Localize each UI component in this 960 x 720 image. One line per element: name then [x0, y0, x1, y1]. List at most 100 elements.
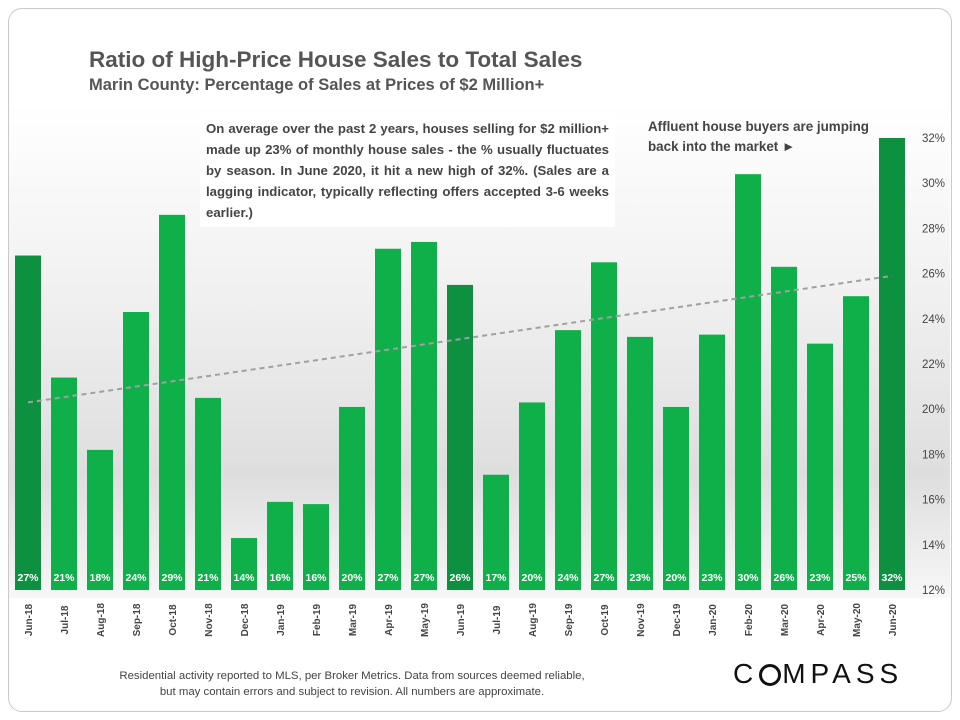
y-tick-32pct: 32% [922, 133, 945, 145]
x-axis: Jun-18 Jul-18 Aug-18 Sep-18 Oct-18 Nov-18 Dec-… [24, 603, 899, 637]
bar-Oct-19 [591, 262, 617, 590]
x-tick-May-20: May-20 [852, 603, 863, 637]
logo-ring-mark [759, 664, 782, 686]
data-label-Oct-19: 27% [593, 572, 615, 584]
bar-Jul-18 [51, 377, 77, 590]
data-label-Nov-19: 23% [629, 572, 651, 584]
x-tick-Jan-20: Jan-20 [708, 604, 719, 636]
footer-disclaimer: Residential activity reported to MLS, pe… [62, 668, 642, 700]
bar-Sep-18 [123, 312, 149, 590]
data-label-Jun-20: 32% [881, 572, 903, 584]
data-label-Oct-18: 29% [161, 572, 183, 584]
compass-logo: C MPASS [733, 658, 904, 689]
bar-Apr-20 [807, 343, 833, 590]
bar-Feb-20 [735, 174, 761, 590]
x-tick-Jul-18: Jul-18 [60, 605, 71, 634]
data-label-Mar-20: 26% [773, 572, 795, 584]
x-tick-Mar-19: Mar-19 [348, 603, 359, 636]
x-tick-Jun-19: Jun-19 [456, 603, 467, 636]
bar-Jun-20 [879, 138, 905, 590]
data-label-Jul-19: 17% [485, 572, 507, 584]
x-tick-Aug-18: Aug-18 [96, 603, 107, 637]
bar-Sep-19 [555, 330, 581, 590]
bar-Mar-20 [771, 266, 797, 590]
y-tick-16pct: 16% [922, 495, 945, 507]
y-tick-22pct: 22% [922, 359, 945, 371]
data-label-May-19: 27% [413, 572, 435, 584]
x-tick-Oct-18: Oct-18 [168, 604, 179, 636]
x-tick-Nov-18: Nov-18 [204, 603, 215, 637]
y-axis: 12% 14% 16% 18% 20% 22% 24% 26% 28% 30% 32% [922, 133, 945, 597]
bar-Aug-19 [519, 402, 545, 590]
x-tick-May-19: May-19 [420, 603, 431, 637]
data-labels-layer: 27% 21% 18% 24% 29% 21% 14% 16% 16% 20% 27% 27% 26% 1… [17, 572, 903, 584]
data-label-Apr-20: 23% [809, 572, 831, 584]
y-tick-12pct: 12% [922, 585, 945, 597]
x-tick-Apr-20: Apr-20 [816, 604, 827, 636]
y-tick-18pct: 18% [922, 449, 945, 461]
bar-Oct-18 [159, 214, 185, 590]
x-tick-Mar-20: Mar-20 [780, 603, 791, 636]
bar-Jan-20 [699, 334, 725, 590]
bar-May-20 [843, 296, 869, 590]
bar-Jan-19 [267, 501, 293, 590]
data-label-Aug-19: 20% [521, 572, 543, 584]
chart-subtitle: Marin County: Percentage of Sales at Pri… [89, 76, 545, 94]
data-label-Jan-20: 23% [701, 572, 723, 584]
x-tick-Sep-18: Sep-18 [132, 603, 143, 636]
y-tick-30pct: 30% [922, 178, 945, 190]
x-tick-Jun-20: Jun-20 [888, 603, 899, 636]
bar-Jun-19 [447, 284, 473, 590]
annotation-callout: Affluent house buyers are jumping back i… [648, 119, 869, 154]
data-label-Dec-18: 14% [233, 572, 255, 584]
bar-Aug-18 [87, 449, 113, 590]
data-label-Jul-18: 21% [53, 572, 75, 584]
trend-line [27, 274, 893, 404]
y-tick-24pct: 24% [922, 314, 945, 326]
x-tick-Feb-19: Feb-19 [312, 603, 323, 636]
data-label-Feb-20: 30% [737, 572, 759, 584]
data-label-Aug-18: 18% [89, 572, 111, 584]
bar-May-19 [411, 241, 437, 590]
bar-Feb-19 [303, 504, 329, 590]
data-label-May-20: 25% [845, 572, 867, 584]
x-tick-Nov-19: Nov-19 [636, 603, 647, 637]
annotation-note: On average over the past 2 years, houses… [200, 114, 615, 227]
data-label-Sep-19: 24% [557, 572, 579, 584]
data-label-Jun-19: 26% [449, 572, 471, 584]
x-tick-Jun-18: Jun-18 [24, 603, 35, 636]
bar-Dec-18 [231, 538, 257, 590]
x-tick-Jan-19: Jan-19 [276, 604, 287, 636]
y-tick-14pct: 14% [922, 540, 945, 552]
x-tick-Dec-19: Dec-19 [672, 603, 683, 636]
data-label-Jan-19: 16% [269, 572, 291, 584]
data-label-Sep-18: 24% [125, 572, 147, 584]
bar-Nov-19 [627, 336, 653, 590]
bar-Nov-18 [195, 397, 221, 590]
bar-Jun-18 [15, 255, 41, 590]
bar-Mar-19 [339, 406, 365, 590]
data-label-Nov-18: 21% [197, 572, 219, 584]
x-tick-Dec-18: Dec-18 [240, 603, 251, 636]
bar-Apr-19 [375, 248, 401, 591]
y-tick-20pct: 20% [922, 404, 945, 416]
data-label-Apr-19: 27% [377, 572, 399, 584]
x-tick-Feb-20: Feb-20 [744, 603, 755, 636]
chart-title: Ratio of High-Price House Sales to Total… [89, 47, 583, 72]
x-tick-Oct-19: Oct-19 [600, 604, 611, 636]
footer-line-2: but may contain errors and subject to re… [159, 686, 545, 698]
footer-line-1: Residential activity reported to MLS, pe… [119, 670, 585, 682]
bar-Jul-19 [483, 474, 509, 590]
data-label-Feb-19: 16% [305, 572, 327, 584]
data-label-Mar-19: 20% [341, 572, 363, 584]
data-label-Jun-18: 27% [17, 572, 39, 584]
bars-layer [15, 138, 905, 591]
y-tick-28pct: 28% [922, 223, 945, 235]
bar-Dec-19 [663, 406, 689, 590]
data-label-Dec-19: 20% [665, 572, 687, 584]
x-tick-Apr-19: Apr-19 [384, 604, 395, 636]
trend-layer [27, 274, 893, 404]
y-tick-26pct: 26% [922, 269, 945, 281]
x-tick-Jul-19: Jul-19 [492, 605, 503, 634]
